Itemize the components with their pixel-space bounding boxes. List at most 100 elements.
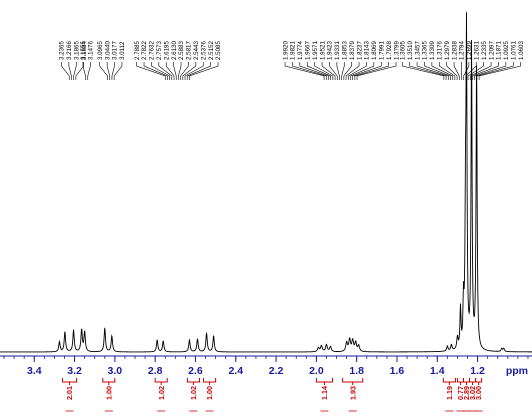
integral-bracket bbox=[203, 378, 217, 383]
peak-shift-label: 1.2097 bbox=[488, 41, 495, 60]
peak-connector bbox=[113, 62, 123, 80]
peak-connector bbox=[446, 62, 458, 80]
integral-bracket bbox=[475, 378, 483, 383]
x-tick-label: 2.8 bbox=[148, 365, 163, 377]
peak-connector bbox=[136, 62, 166, 80]
integral-value-label: 3.02 bbox=[468, 386, 477, 400]
peak-connector bbox=[173, 62, 177, 80]
peak-shift-label: 2.5085 bbox=[215, 41, 222, 60]
integral-value-label: 2.01 bbox=[65, 386, 74, 400]
x-tick-label: 1.4 bbox=[430, 365, 445, 377]
integral-value-label: 1.02 bbox=[189, 386, 198, 400]
x-axis: 3.4 3.2 3.0 2.8 2.6 2.4 2.2 2.0 1.8 1.6 1.4 1.2 ppm bbox=[0, 355, 532, 377]
peak-connector bbox=[356, 62, 397, 80]
integral-value-label: 1.00 bbox=[104, 386, 113, 400]
peak-shift-label: 3.1476 bbox=[88, 41, 95, 60]
peak-shift-label: 2.5376 bbox=[200, 41, 207, 60]
peak-connector bbox=[68, 62, 72, 80]
peak-shift-label: 2.7885 bbox=[134, 41, 141, 60]
peak-connector bbox=[476, 62, 514, 80]
peak-connector bbox=[401, 62, 445, 80]
peak-shift-label: 1.7928 bbox=[386, 41, 393, 60]
peak-shift-label: 2.7573 bbox=[156, 41, 163, 60]
peak-shift-label: 1.3799 bbox=[393, 41, 400, 60]
integral-bracket bbox=[469, 378, 477, 383]
peak-shift-label: 1.1871 bbox=[496, 41, 503, 60]
peak-shift-label: 1.9521 bbox=[319, 41, 326, 60]
peak-connector bbox=[180, 62, 189, 80]
integral-value-label: 2.89 bbox=[462, 386, 471, 400]
peak-connector bbox=[178, 62, 182, 80]
peak-shift-label: 1.0603 bbox=[518, 41, 525, 60]
peak-shift-label: 1.2794 bbox=[459, 41, 466, 60]
peak-connector bbox=[474, 62, 507, 80]
peak-shift-label: 2.5817 bbox=[186, 41, 193, 60]
peak-connector bbox=[299, 62, 329, 80]
peak-shift-label: 1.0761 bbox=[510, 41, 517, 60]
peak-connector bbox=[111, 62, 115, 80]
peak-connector bbox=[329, 62, 338, 80]
integral-layer: 2.01 1.00 1.02 1.02 1.00 1.14 1.93 1.19 0.772.89… bbox=[61, 378, 483, 412]
peak-shift-label: 1.3605 bbox=[399, 41, 406, 60]
peak-connector bbox=[469, 62, 492, 80]
integral-value-label: 1.19 bbox=[445, 386, 454, 400]
x-tick-label: 3.0 bbox=[108, 365, 123, 377]
peak-shift-label: 2.7632 bbox=[149, 41, 156, 60]
peak-shift-label: 1.2699 bbox=[466, 41, 473, 60]
peak-shift-label: 1.0925 bbox=[503, 41, 510, 60]
peak-connector bbox=[186, 62, 211, 80]
peak-shift-label: 3.0965 bbox=[97, 41, 104, 60]
peak-connector bbox=[189, 62, 219, 80]
peak-shift-label: 3.0177 bbox=[112, 41, 119, 60]
peak-connector bbox=[73, 62, 77, 80]
x-axis-unit-label: ppm bbox=[506, 365, 528, 377]
peak-shift-label: 1.3176 bbox=[436, 41, 443, 60]
peak-shift-label: 1.8069 bbox=[371, 41, 378, 60]
peak-shift-label: 2.7822 bbox=[141, 41, 148, 60]
peak-shift-label: 1.8853 bbox=[341, 41, 348, 60]
peak-connector bbox=[314, 62, 334, 80]
peak-connector bbox=[61, 62, 70, 80]
peak-connector bbox=[106, 62, 111, 80]
integral-bracket bbox=[456, 378, 464, 383]
integral-bracket bbox=[442, 378, 456, 383]
integral-bracket bbox=[315, 378, 333, 383]
x-tick-label: 1.8 bbox=[349, 365, 364, 377]
integral-value-label: 3.00 bbox=[474, 386, 483, 400]
peak-connector bbox=[306, 62, 331, 80]
peak-connector bbox=[347, 62, 367, 80]
x-tick-label: 2.0 bbox=[309, 365, 324, 377]
peak-shift-label: 1.3510 bbox=[407, 41, 414, 60]
x-tick-label: 1.2 bbox=[470, 365, 485, 377]
integral-bracket bbox=[61, 378, 78, 383]
peak-connector bbox=[343, 62, 352, 80]
peak-shift-label: 3.0440 bbox=[104, 41, 111, 60]
peak-shift-label: 1.9571 bbox=[312, 41, 319, 60]
peak-connector bbox=[409, 62, 447, 80]
peak-connector bbox=[424, 62, 451, 80]
peak-connector bbox=[165, 62, 175, 80]
peak-shift-label: 3.0112 bbox=[119, 41, 126, 60]
peak-connector bbox=[478, 62, 521, 80]
peak-shift-label: 3.2166 bbox=[66, 41, 73, 60]
integral-value-label: 1.14 bbox=[320, 386, 329, 400]
peak-connector bbox=[182, 62, 197, 80]
peak-shift-label: 1.9821 bbox=[290, 41, 297, 60]
peak-connector bbox=[350, 62, 375, 80]
peak-connector bbox=[184, 62, 204, 80]
peak-connector bbox=[431, 62, 453, 80]
peak-connector bbox=[151, 62, 170, 80]
peak-shift-label: 3.2365 bbox=[59, 41, 66, 60]
peak-connector bbox=[453, 62, 460, 80]
peak-shift-label: 2.5152 bbox=[208, 41, 215, 60]
integral-bracket bbox=[154, 378, 168, 383]
peak-shift-label: 1.8237 bbox=[356, 41, 363, 60]
peak-connector bbox=[143, 62, 168, 80]
integral-value-label: 1.00 bbox=[205, 386, 214, 400]
peak-connector bbox=[284, 62, 325, 80]
peak-shift-label: 1.8379 bbox=[349, 41, 356, 60]
peak-shift-label: 1.9920 bbox=[282, 41, 289, 60]
peak-connector bbox=[472, 62, 499, 80]
integral-value-label: 1.02 bbox=[157, 386, 166, 400]
